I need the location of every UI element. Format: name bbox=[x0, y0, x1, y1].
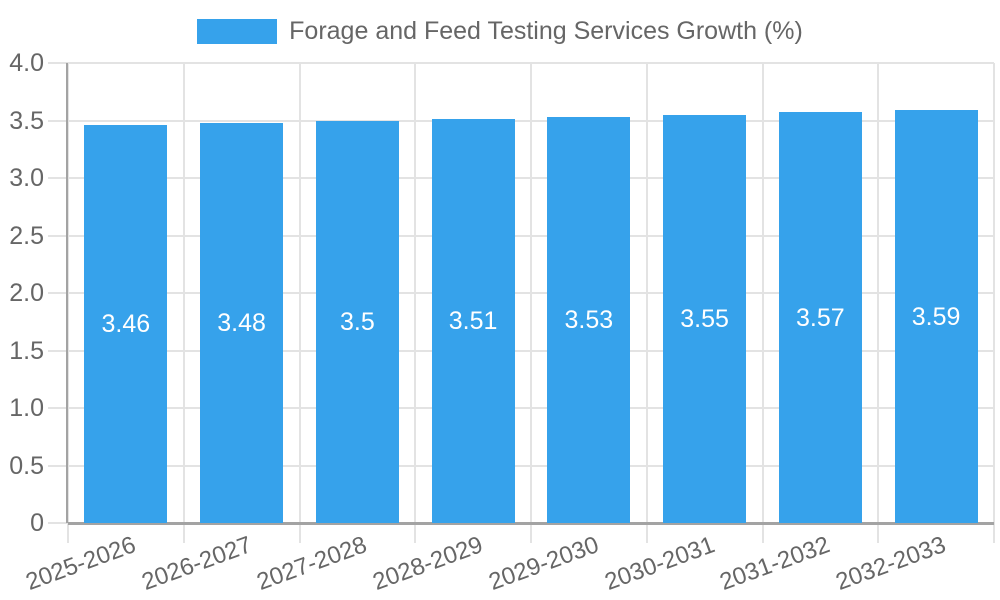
gridline-vertical bbox=[530, 63, 532, 543]
bar-value-label: 3.55 bbox=[680, 304, 729, 333]
gridline-vertical bbox=[298, 63, 301, 543]
y-tick-label: 4.0 bbox=[9, 49, 44, 77]
gridline-horizontal bbox=[48, 62, 994, 64]
x-axis-line bbox=[68, 522, 994, 525]
gridline-vertical bbox=[877, 63, 880, 543]
bar[interactable] bbox=[315, 120, 399, 523]
bar[interactable] bbox=[547, 117, 631, 523]
gridline-horizontal bbox=[48, 464, 994, 467]
bar-value-label: 3.53 bbox=[564, 306, 614, 335]
bar[interactable] bbox=[663, 114, 747, 523]
bar[interactable] bbox=[778, 112, 862, 523]
y-tick-label: 1.0 bbox=[9, 394, 44, 422]
gridline-horizontal bbox=[48, 407, 994, 409]
bar-value-label: 3.46 bbox=[101, 310, 151, 339]
bar[interactable] bbox=[894, 110, 978, 523]
gridline-horizontal bbox=[48, 292, 994, 294]
bar-value-label: 3.48 bbox=[217, 308, 266, 337]
gridline-vertical bbox=[761, 63, 764, 543]
y-tick-label: 3.0 bbox=[9, 164, 44, 192]
bar[interactable] bbox=[200, 122, 284, 523]
bar[interactable] bbox=[84, 125, 168, 523]
y-tick-label: 2.5 bbox=[9, 221, 44, 250]
gridline-horizontal bbox=[48, 234, 994, 237]
bar-value-label: 3.57 bbox=[796, 303, 845, 332]
bar-value-label: 3.59 bbox=[911, 302, 961, 331]
bar[interactable] bbox=[431, 119, 515, 523]
legend-swatch bbox=[197, 18, 278, 44]
gridline-vertical bbox=[993, 63, 995, 543]
gridline-horizontal bbox=[48, 177, 994, 179]
legend-label: Forage and Feed Testing Services Growth … bbox=[289, 17, 803, 45]
gridline-vertical bbox=[182, 63, 185, 543]
bar-value-label: 3.5 bbox=[339, 307, 375, 336]
y-tick-label: 1.5 bbox=[9, 336, 44, 365]
gridline-vertical bbox=[67, 63, 69, 543]
y-axis-line bbox=[66, 63, 68, 523]
legend[interactable]: Forage and Feed Testing Services Growth … bbox=[0, 16, 1000, 46]
y-tick-label: 0 bbox=[30, 509, 44, 537]
bar-value-label: 3.51 bbox=[448, 307, 498, 336]
y-tick-label: 2.0 bbox=[9, 279, 44, 307]
y-tick-label: 3.5 bbox=[9, 106, 44, 135]
gridline-horizontal bbox=[48, 349, 994, 352]
y-tick-label: 0.5 bbox=[9, 451, 44, 480]
gridline-vertical bbox=[414, 63, 417, 543]
gridline-vertical bbox=[645, 63, 648, 543]
gridline-horizontal bbox=[48, 119, 994, 122]
